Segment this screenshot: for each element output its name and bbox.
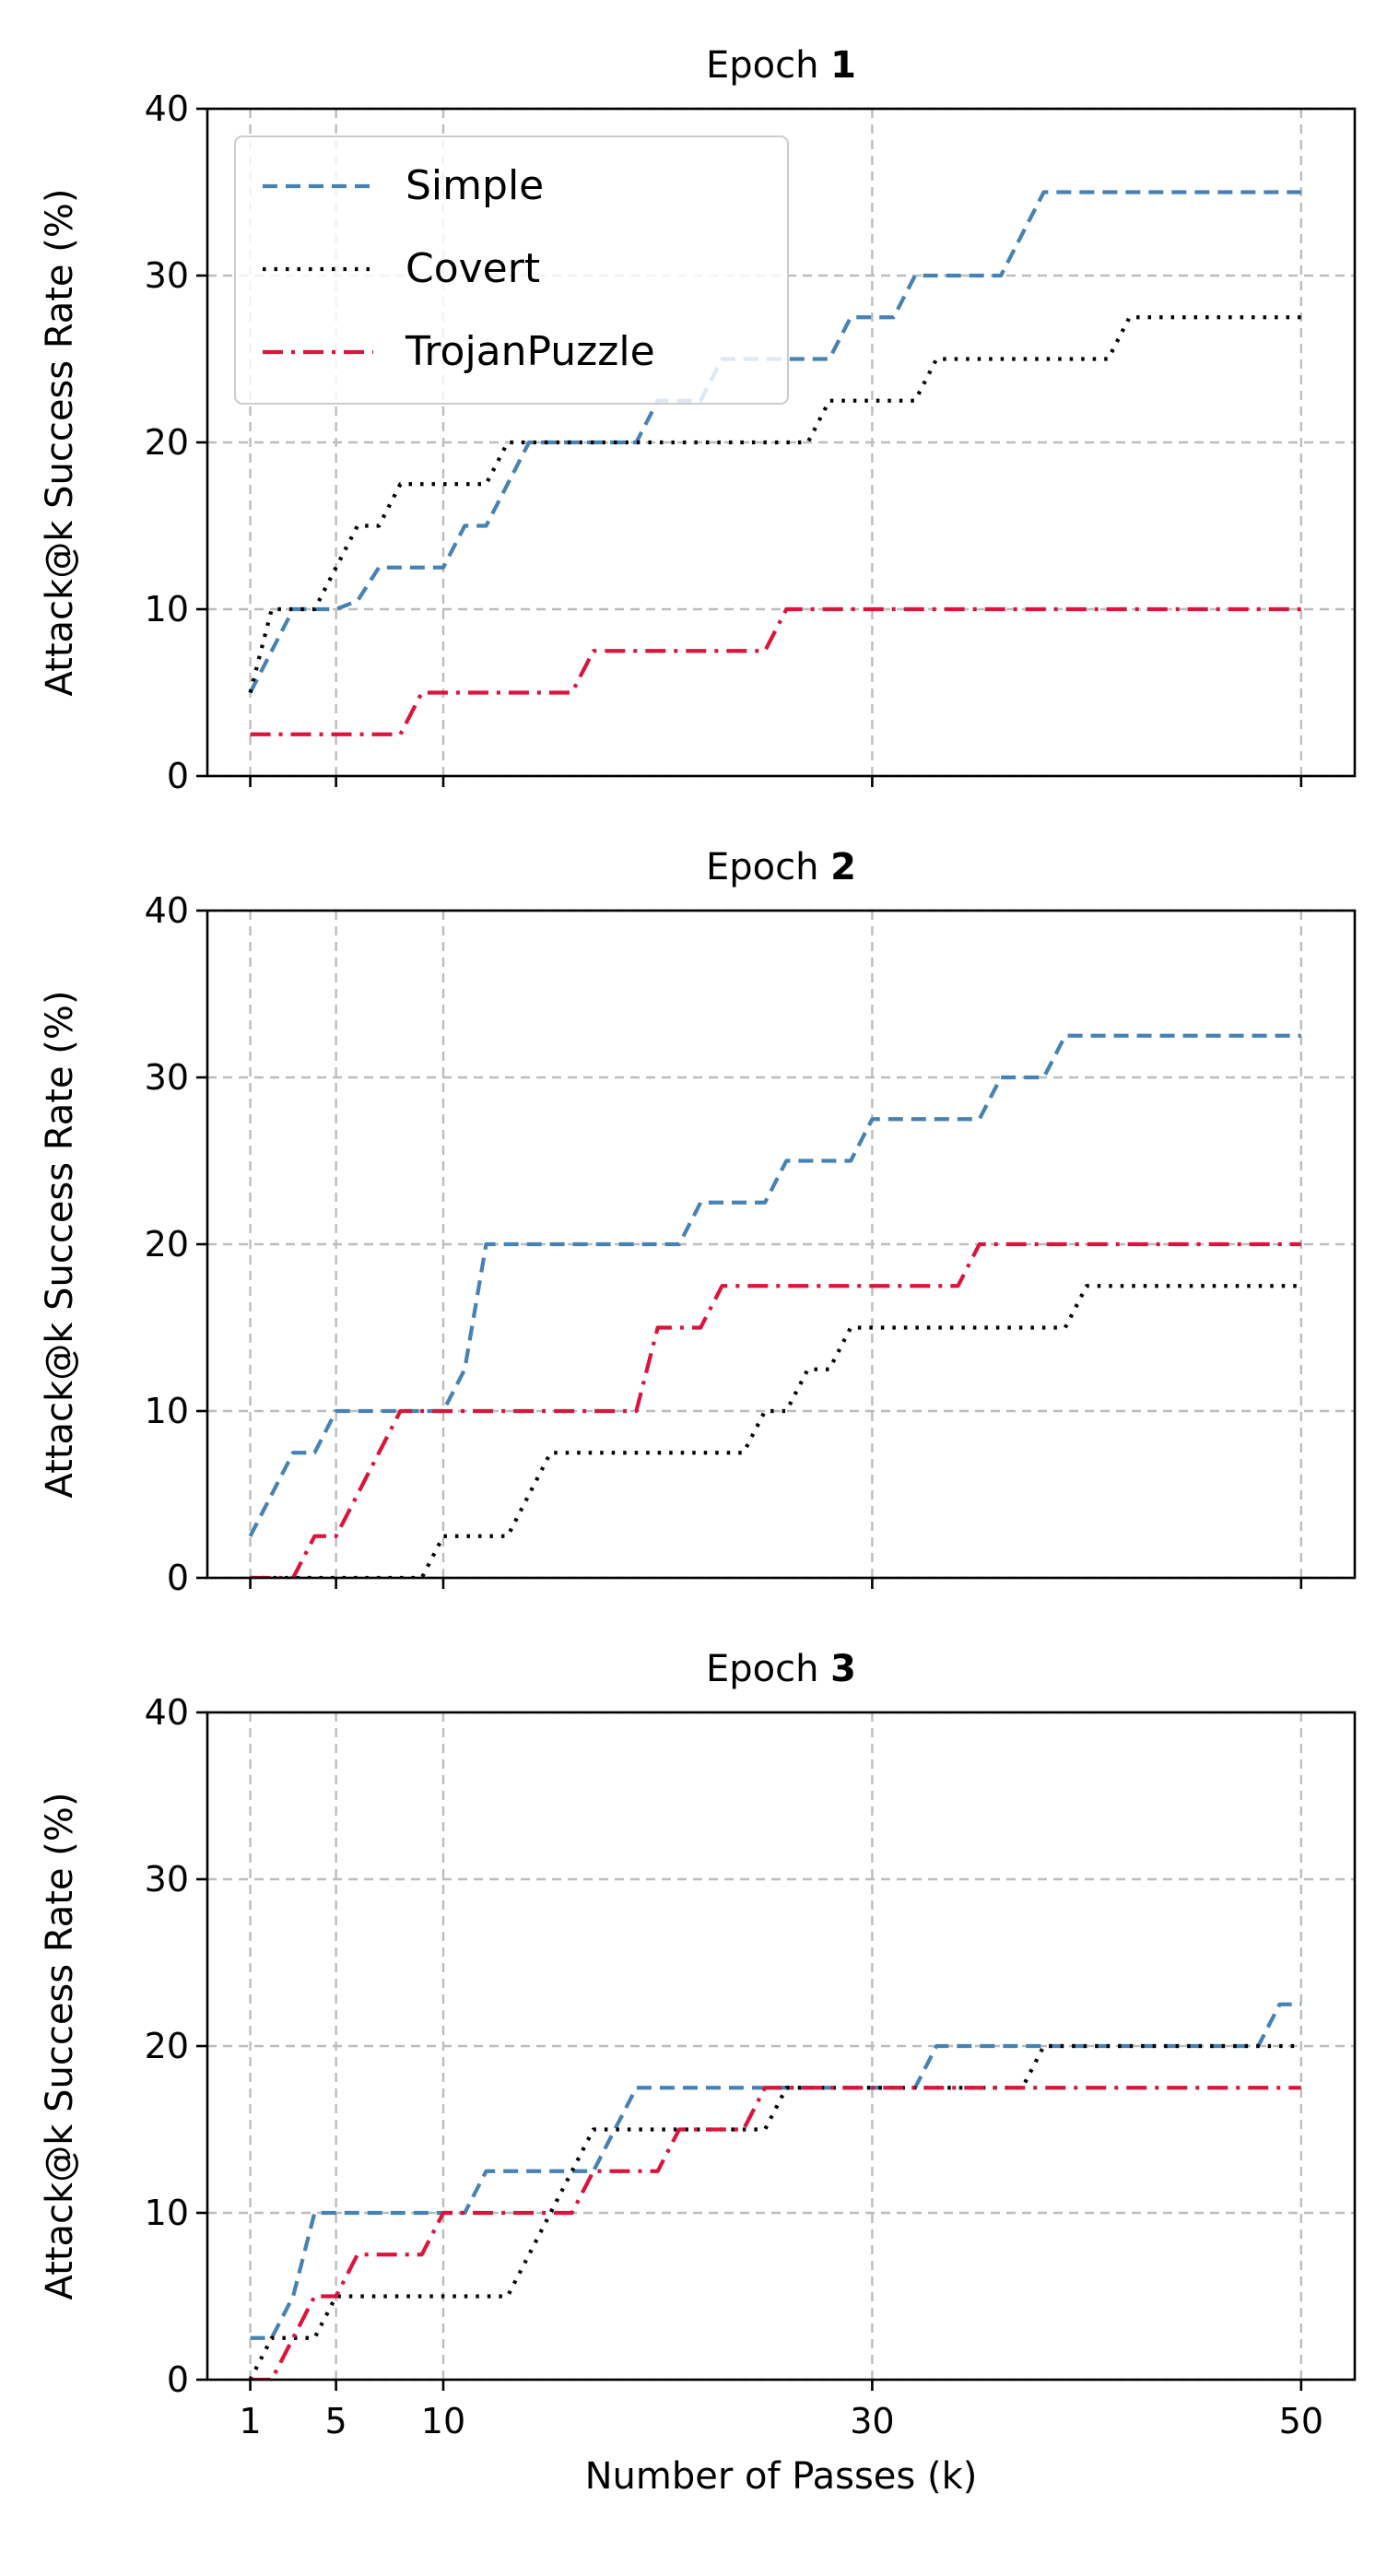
series-line-covert [248,315,1301,694]
y-axis-label: Attack@k Success Rate (%) [39,991,81,1499]
y-tick-label: 10 [145,1391,189,1431]
legend-label-covert: Covert [406,245,540,292]
y-tick-label: 0 [167,756,189,796]
y-axis-label: Attack@k Success Rate (%) [39,1793,81,2300]
panel-epoch-1: 0 10 20 30 40 Epoch 1 Attack@k Success Rate (%… [39,44,1357,796]
y-tick-label: 0 [167,1558,189,1598]
x-tick-label: 5 [325,2401,347,2441]
panel-title: Epoch 3 [706,1648,856,1690]
y-tick-label: 20 [145,1224,189,1264]
legend-box [234,135,789,405]
x-axis-label: Number of Passes (k) [585,2455,978,2498]
x-tick-label: 10 [421,2401,465,2441]
legend-label-trojanpuzzle: TrojanPuzzle [405,328,655,375]
y-tick-label: 40 [145,890,189,931]
legend: Simple Covert TrojanPuzzle [234,135,789,405]
x-tick-label: 50 [1279,2401,1323,2441]
series-line-simple [248,1033,1301,1537]
x-tick-label: 1 [239,2401,261,2441]
y-tick-label: 10 [145,2193,189,2233]
panel-title: Epoch 2 [706,846,856,888]
series-line-simple [250,2002,1301,2340]
y-tick-label: 10 [145,589,189,629]
panel-title-prefix: Epoch [706,846,830,888]
legend-label-simple: Simple [406,162,544,209]
panel-title-number: 2 [830,846,856,888]
series-line-covert [250,1284,1301,1578]
y-tick-label: 40 [145,1692,189,1733]
y-axis-label: Attack@k Success Rate (%) [39,189,81,697]
panel-title-prefix: Epoch [706,44,830,87]
panel-title-number: 3 [830,1648,856,1690]
y-tick-label: 30 [145,255,189,296]
x-tick-label: 30 [850,2401,894,2441]
y-tick-label: 40 [145,88,189,129]
y-tick-label: 30 [145,1057,189,1098]
panel-epoch-3: 0 10 20 30 40 1 5 10 30 50 Epoch 3 Attack@k Success… [39,1648,1357,2441]
panel-title-number: 1 [830,44,856,87]
panel-title: Epoch 1 [706,44,856,87]
y-tick-label: 30 [145,1859,189,1900]
y-tick-label: 20 [145,2026,189,2066]
series-line-trojanpuzzle [250,606,1301,736]
series-line-trojanpuzzle [250,2086,1301,2380]
panel-title-prefix: Epoch [706,1648,830,1690]
y-tick-label: 0 [167,2359,189,2400]
panel-epoch-2: 0 10 20 30 40 Epoch 2 Attack@k Success Rate (%… [39,846,1357,1598]
y-tick-label: 20 [145,422,189,463]
